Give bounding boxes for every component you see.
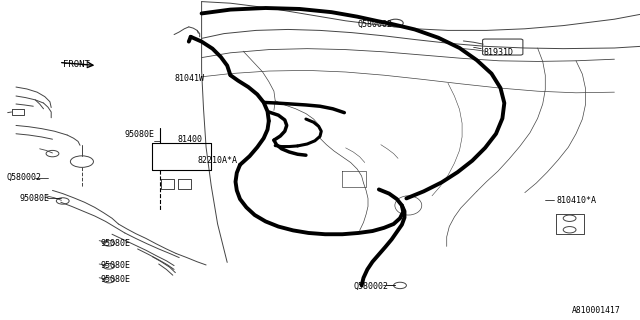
- Text: 81931D: 81931D: [483, 48, 513, 57]
- Text: 81400: 81400: [178, 135, 203, 144]
- Text: 95080E: 95080E: [125, 130, 155, 139]
- Text: 81041W: 81041W: [174, 74, 204, 83]
- Text: 82210A*A: 82210A*A: [197, 156, 237, 164]
- Text: 95080E: 95080E: [19, 194, 49, 203]
- Text: 95080E: 95080E: [100, 239, 131, 248]
- Text: A810001417: A810001417: [572, 306, 621, 315]
- Text: FRONT: FRONT: [63, 60, 90, 69]
- Text: Q580002: Q580002: [6, 173, 42, 182]
- Text: Q580002: Q580002: [353, 282, 388, 291]
- Text: 95080E: 95080E: [100, 261, 131, 270]
- Text: 810410*A: 810410*A: [557, 196, 596, 204]
- Text: Q580002: Q580002: [357, 20, 392, 28]
- Text: 95080E: 95080E: [100, 276, 131, 284]
